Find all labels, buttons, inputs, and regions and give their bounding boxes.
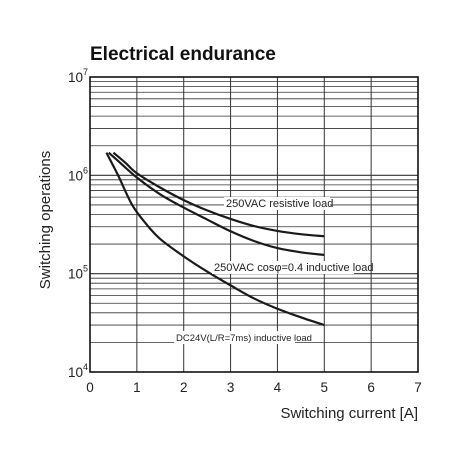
y-tick-label: 106 [68,165,88,183]
x-tick-label: 7 [414,380,422,395]
x-tick-label: 6 [367,380,375,395]
x-tick-label: 4 [274,380,282,395]
series-annotation-2: 250VAC cosφ=0.4 inductive load [214,262,374,274]
x-tick-label: 5 [321,380,329,395]
x-tick-label: 2 [180,380,188,395]
series-layer [105,151,325,327]
annotation-layer: 250VAC resistive load 250VAC cosφ=0.4 ind… [174,197,374,344]
y-tick-label: 105 [68,264,88,282]
y-axis-label: Switching operations [37,151,54,289]
x-tick-labels: 0 1 2 3 4 5 6 7 [86,380,422,395]
series-line-3 [105,152,325,327]
annotation-bg [174,331,295,344]
annotation-bg [212,261,354,274]
series-line-2 [108,151,325,257]
annotation-bg [224,197,330,210]
y-tick-label: 107 [68,67,88,85]
series-annotation-1: 250VAC resistive load [226,198,333,210]
series-annotation-3: DC24V(L/R=7ms) inductive load [176,333,312,344]
plot-frame [89,76,419,373]
y-tick-labels: 104 105 106 107 [68,67,88,380]
x-tick-label: 1 [133,380,141,395]
y-tick-label: 104 [68,362,88,380]
x-tick-label: 3 [227,380,235,395]
grid [90,77,418,372]
series-line-1 [112,151,325,238]
x-tick-label: 0 [86,380,94,395]
x-axis-label: Switching current [A] [280,405,418,422]
chart-title: Electrical endurance [90,44,276,65]
